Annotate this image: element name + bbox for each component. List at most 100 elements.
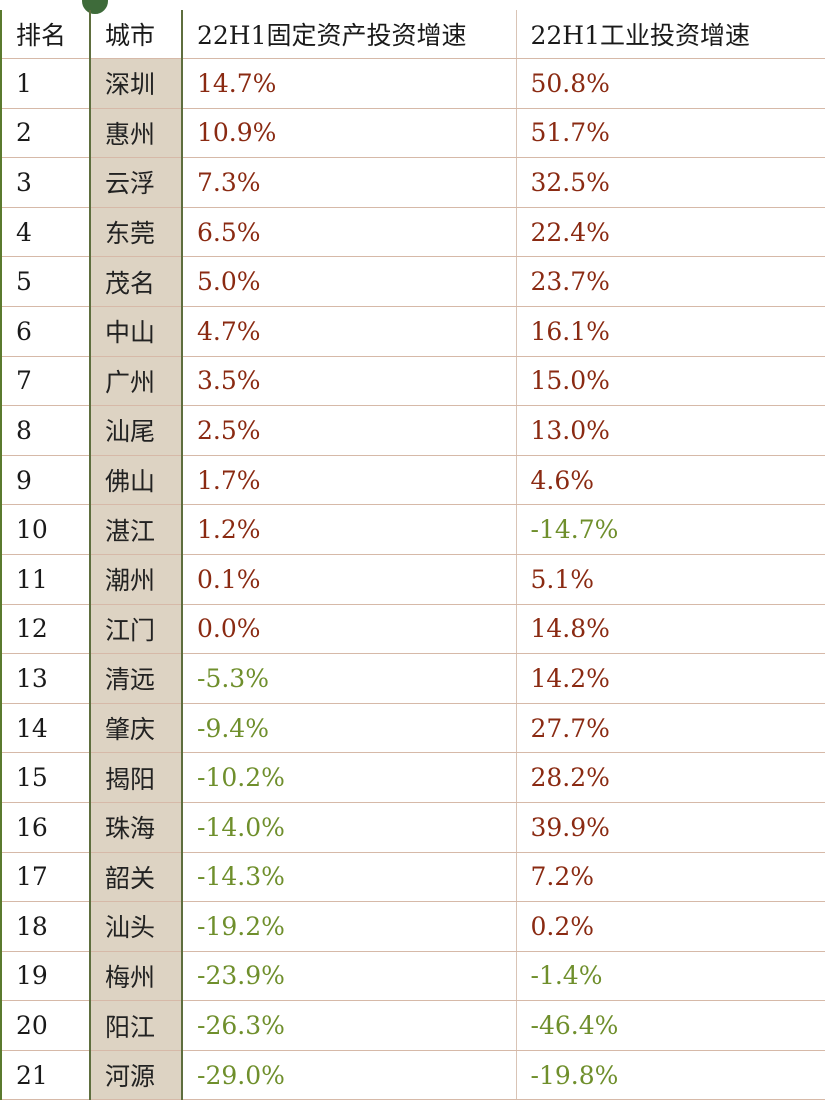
industrial-investment-cell[interactable]: 28.2%	[516, 752, 825, 803]
industrial-investment-cell[interactable]: -14.7%	[516, 504, 825, 555]
city-cell[interactable]: 潮州	[89, 554, 183, 605]
table-row: 16 珠海 -14.0% 39.9%	[0, 802, 825, 853]
industrial-investment-cell[interactable]: -46.4%	[516, 1000, 825, 1051]
rank-cell[interactable]: 4	[0, 207, 91, 258]
industrial-investment-cell[interactable]: 16.1%	[516, 306, 825, 357]
industrial-investment-cell[interactable]: 50.8%	[516, 58, 825, 109]
city-cell[interactable]: 湛江	[89, 504, 183, 555]
fixed-investment-cell[interactable]: -23.9%	[182, 951, 517, 1002]
city-cell[interactable]: 韶关	[89, 852, 183, 903]
industrial-investment-cell[interactable]: 14.2%	[516, 653, 825, 704]
rank-cell[interactable]: 20	[0, 1000, 91, 1051]
table-row: 14 肇庆 -9.4% 27.7%	[0, 703, 825, 754]
table-row: 6 中山 4.7% 16.1%	[0, 306, 825, 357]
city-cell[interactable]: 惠州	[89, 108, 183, 159]
rank-cell[interactable]: 18	[0, 901, 91, 952]
city-cell[interactable]: 梅州	[89, 951, 183, 1002]
rank-cell[interactable]: 12	[0, 604, 91, 655]
table-row: 5 茂名 5.0% 23.7%	[0, 256, 825, 307]
header-fixed-investment[interactable]: 22H1固定资产投资增速	[182, 10, 517, 59]
fixed-investment-cell[interactable]: -26.3%	[182, 1000, 517, 1051]
fixed-investment-cell[interactable]: -29.0%	[182, 1050, 517, 1100]
industrial-investment-cell[interactable]: 22.4%	[516, 207, 825, 258]
industrial-investment-cell[interactable]: 51.7%	[516, 108, 825, 159]
rank-cell[interactable]: 14	[0, 703, 91, 754]
industrial-investment-cell[interactable]: 4.6%	[516, 455, 825, 506]
fixed-investment-cell[interactable]: 6.5%	[182, 207, 517, 258]
fixed-investment-cell[interactable]: 10.9%	[182, 108, 517, 159]
city-cell[interactable]: 深圳	[89, 58, 183, 109]
industrial-investment-cell[interactable]: -19.8%	[516, 1050, 825, 1100]
header-rank[interactable]: 排名	[0, 10, 91, 59]
industrial-investment-cell[interactable]: 7.2%	[516, 852, 825, 903]
fixed-investment-cell[interactable]: -19.2%	[182, 901, 517, 952]
header-industrial-investment[interactable]: 22H1工业投资增速	[516, 10, 825, 59]
city-cell[interactable]: 珠海	[89, 802, 183, 853]
city-cell[interactable]: 江门	[89, 604, 183, 655]
rank-cell[interactable]: 17	[0, 852, 91, 903]
industrial-investment-cell[interactable]: 13.0%	[516, 405, 825, 456]
city-cell[interactable]: 汕头	[89, 901, 183, 952]
city-cell[interactable]: 茂名	[89, 256, 183, 307]
fixed-investment-cell[interactable]: 4.7%	[182, 306, 517, 357]
fixed-investment-cell[interactable]: -9.4%	[182, 703, 517, 754]
fixed-investment-cell[interactable]: 5.0%	[182, 256, 517, 307]
city-cell[interactable]: 中山	[89, 306, 183, 357]
city-cell[interactable]: 清远	[89, 653, 183, 704]
city-cell[interactable]: 肇庆	[89, 703, 183, 754]
table-body: 1 深圳 14.7% 50.8% 2 惠州 10.9% 51.7% 3 云浮 7.3% 32.5% 4 东…	[0, 58, 825, 1100]
fixed-investment-cell[interactable]: 0.1%	[182, 554, 517, 605]
city-cell[interactable]: 云浮	[89, 157, 183, 208]
fixed-investment-cell[interactable]: 3.5%	[182, 356, 517, 407]
rank-cell[interactable]: 1	[0, 58, 91, 109]
rank-cell[interactable]: 8	[0, 405, 91, 456]
industrial-investment-cell[interactable]: 23.7%	[516, 256, 825, 307]
industrial-investment-cell[interactable]: -1.4%	[516, 951, 825, 1002]
rank-cell[interactable]: 3	[0, 157, 91, 208]
table-row: 11 潮州 0.1% 5.1%	[0, 554, 825, 605]
table-row: 8 汕尾 2.5% 13.0%	[0, 405, 825, 456]
city-cell[interactable]: 汕尾	[89, 405, 183, 456]
rank-cell[interactable]: 2	[0, 108, 91, 159]
fixed-investment-cell[interactable]: 14.7%	[182, 58, 517, 109]
rank-cell[interactable]: 6	[0, 306, 91, 357]
fixed-investment-cell[interactable]: 1.2%	[182, 504, 517, 555]
rank-cell[interactable]: 13	[0, 653, 91, 704]
city-cell[interactable]: 阳江	[89, 1000, 183, 1051]
city-cell[interactable]: 揭阳	[89, 752, 183, 803]
industrial-investment-cell[interactable]: 32.5%	[516, 157, 825, 208]
rank-cell[interactable]: 10	[0, 504, 91, 555]
city-cell[interactable]: 东莞	[89, 207, 183, 258]
rank-cell[interactable]: 15	[0, 752, 91, 803]
industrial-investment-cell[interactable]: 39.9%	[516, 802, 825, 853]
table-row: 1 深圳 14.7% 50.8%	[0, 58, 825, 109]
table-row: 17 韶关 -14.3% 7.2%	[0, 852, 825, 903]
city-cell[interactable]: 佛山	[89, 455, 183, 506]
rank-cell[interactable]: 16	[0, 802, 91, 853]
fixed-investment-cell[interactable]: -5.3%	[182, 653, 517, 704]
fixed-investment-cell[interactable]: 7.3%	[182, 157, 517, 208]
industrial-investment-cell[interactable]: 15.0%	[516, 356, 825, 407]
table-row: 15 揭阳 -10.2% 28.2%	[0, 752, 825, 803]
fixed-investment-cell[interactable]: 2.5%	[182, 405, 517, 456]
city-cell[interactable]: 广州	[89, 356, 183, 407]
industrial-investment-cell[interactable]: 5.1%	[516, 554, 825, 605]
industrial-investment-cell[interactable]: 27.7%	[516, 703, 825, 754]
rank-cell[interactable]: 21	[0, 1050, 91, 1100]
rank-cell[interactable]: 7	[0, 356, 91, 407]
fixed-investment-cell[interactable]: 0.0%	[182, 604, 517, 655]
rank-cell[interactable]: 19	[0, 951, 91, 1002]
rank-cell[interactable]: 9	[0, 455, 91, 506]
rank-cell[interactable]: 5	[0, 256, 91, 307]
industrial-investment-cell[interactable]: 0.2%	[516, 901, 825, 952]
header-city[interactable]: 城市	[89, 10, 183, 59]
fixed-investment-cell[interactable]: -14.3%	[182, 852, 517, 903]
industrial-investment-cell[interactable]: 14.8%	[516, 604, 825, 655]
fixed-investment-cell[interactable]: 1.7%	[182, 455, 517, 506]
fixed-investment-cell[interactable]: -14.0%	[182, 802, 517, 853]
fixed-investment-cell[interactable]: -10.2%	[182, 752, 517, 803]
table-row: 9 佛山 1.7% 4.6%	[0, 455, 825, 506]
city-cell[interactable]: 河源	[89, 1050, 183, 1100]
rank-cell[interactable]: 11	[0, 554, 91, 605]
header-row: 排名 城市 22H1固定资产投资增速 22H1工业投资增速	[0, 10, 825, 59]
